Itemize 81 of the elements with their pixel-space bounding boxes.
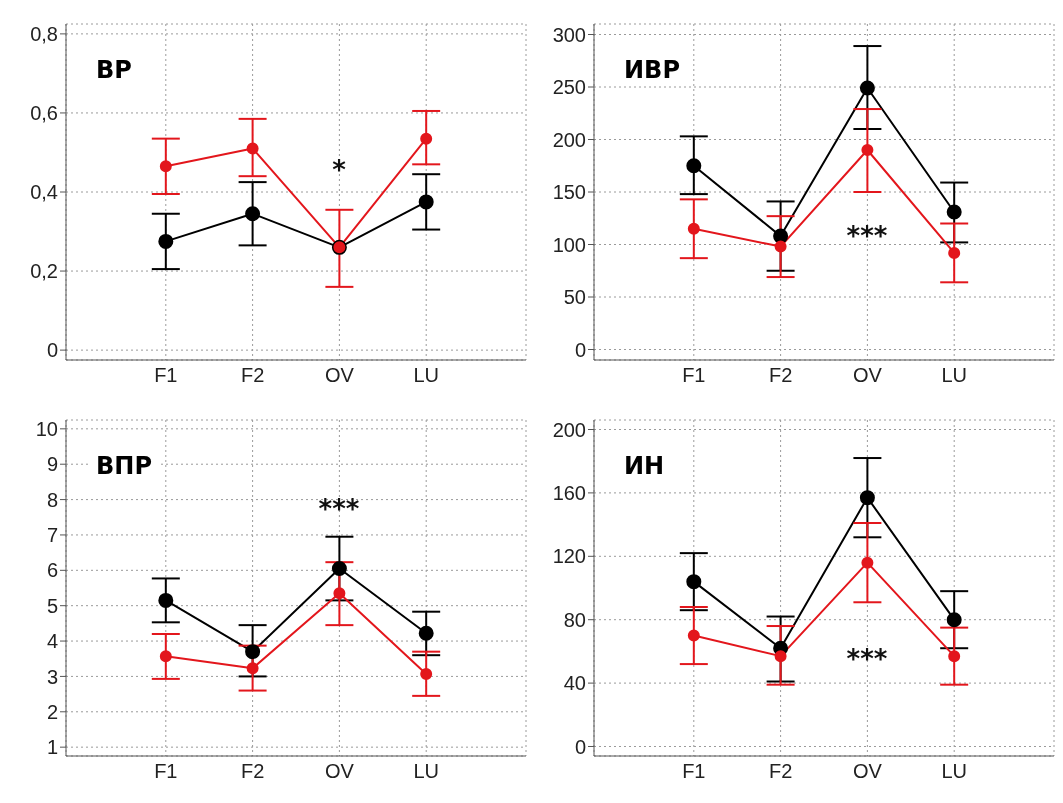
y-tick-label: 120 — [552, 545, 586, 568]
annotation: * — [332, 155, 346, 185]
y-tick-label: 1 — [46, 736, 58, 759]
x-tick-label: OV — [324, 364, 355, 387]
point — [686, 158, 702, 174]
point — [159, 160, 172, 173]
y-tick-label: 2 — [46, 700, 58, 723]
point — [774, 240, 787, 253]
point — [246, 142, 259, 155]
x-tick-label: F1 — [154, 364, 178, 387]
y-tick-label: 3 — [46, 665, 58, 688]
y-tick-label: 8 — [46, 488, 58, 511]
point — [158, 233, 174, 249]
text: ВПР — [90, 450, 158, 482]
x-tick-label: F1 — [154, 760, 178, 783]
y-tick-label: 4 — [46, 630, 58, 653]
y-tick-label: 9 — [46, 453, 58, 476]
annotation: *** — [318, 494, 360, 524]
point — [946, 612, 962, 628]
point — [946, 204, 962, 220]
y-tick-label: 0 — [46, 339, 58, 362]
x-tick-label: LU — [413, 364, 439, 387]
x-tick-label: F2 — [240, 760, 265, 783]
y-tick-label: 0,6 — [30, 102, 58, 125]
point — [948, 246, 961, 259]
point — [420, 667, 433, 680]
y-tick-label: 50 — [563, 286, 586, 309]
x-tick-label: OV — [852, 364, 883, 387]
y-tick-label: 6 — [46, 559, 58, 582]
y-tick-label: 100 — [552, 233, 586, 256]
x-tick-label: F2 — [240, 364, 265, 387]
x-tick-label: F2 — [768, 760, 793, 783]
point — [333, 587, 346, 600]
text: ИН — [618, 450, 671, 482]
point — [859, 490, 875, 506]
y-tick-label: 0 — [574, 735, 586, 758]
y-tick-label: 80 — [563, 608, 586, 631]
x-tick-label: OV — [324, 760, 355, 783]
y-tick-label: 40 — [563, 672, 586, 695]
point — [948, 650, 961, 663]
point — [246, 662, 259, 675]
y-tick-label: 200 — [552, 128, 586, 151]
y-tick-label: 7 — [46, 524, 58, 547]
point — [418, 194, 434, 210]
text: ИВР — [618, 54, 686, 86]
x-tick-label: LU — [941, 364, 967, 387]
y-tick-label: 250 — [552, 76, 586, 99]
text: ВР — [90, 54, 138, 86]
y-tick-label: 160 — [552, 482, 586, 505]
point — [245, 206, 261, 222]
point — [687, 222, 700, 235]
point — [245, 644, 261, 660]
x-tick-label: F1 — [682, 364, 706, 387]
y-tick-label: 150 — [552, 181, 586, 204]
point — [861, 144, 874, 156]
point — [420, 132, 433, 145]
point — [773, 228, 789, 244]
point — [159, 650, 172, 663]
y-tick-label: 200 — [552, 418, 586, 441]
point — [158, 592, 174, 608]
x-tick-label: OV — [852, 760, 883, 783]
y-tick-label: 0,4 — [30, 181, 58, 204]
x-tick-label: LU — [413, 760, 439, 783]
x-tick-label: LU — [941, 760, 967, 783]
y-tick-label: 0 — [574, 338, 586, 361]
point — [774, 650, 787, 663]
point — [686, 574, 702, 590]
y-tick-label: 0,8 — [30, 22, 58, 45]
y-tick-label: 5 — [46, 594, 58, 617]
y-tick-label: 300 — [552, 23, 586, 46]
point — [859, 80, 875, 96]
y-tick-label: 10 — [35, 417, 58, 440]
y-tick-label: 0,2 — [30, 260, 58, 283]
point — [861, 556, 874, 569]
annotation: *** — [846, 644, 888, 674]
point — [331, 561, 347, 577]
x-tick-label: F2 — [768, 364, 793, 387]
point — [418, 625, 434, 641]
x-tick-label: F1 — [682, 760, 706, 783]
point — [687, 629, 700, 642]
annotation: *** — [846, 221, 888, 251]
